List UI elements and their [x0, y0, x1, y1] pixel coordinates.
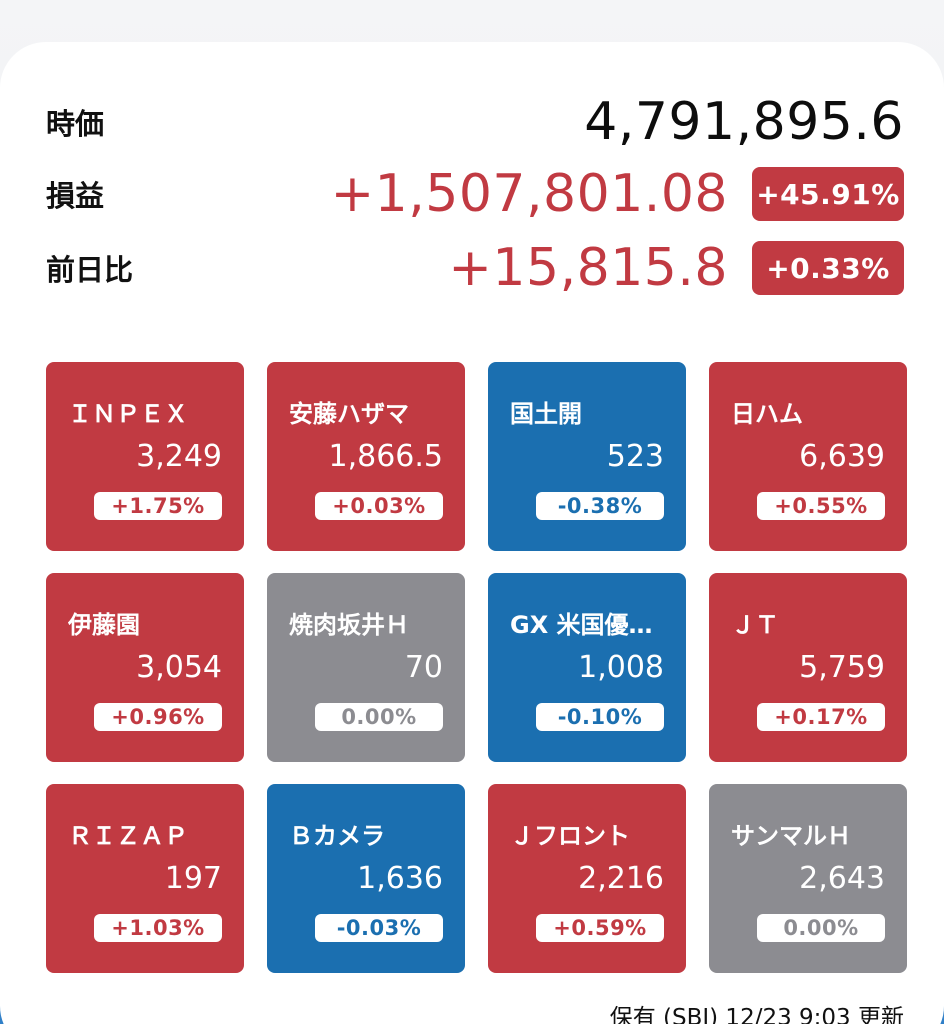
holding-name: ＪＴ: [731, 611, 779, 639]
day-change-value: +15,815.8: [448, 238, 728, 298]
holding-name: 焼肉坂井Ｈ: [289, 611, 409, 639]
holding-price: 3,054: [136, 650, 222, 685]
profit-loss-label: 損益: [46, 179, 105, 213]
holding-price: 197: [164, 861, 222, 896]
holding-name: 日ハム: [731, 400, 803, 428]
holding-price: 6,639: [799, 439, 885, 474]
holding-name: 安藤ハザマ: [289, 400, 409, 428]
holding-price: 1,008: [578, 650, 664, 685]
holding-change-badge: 0.00%: [757, 914, 885, 942]
market-value-row: 時価 4,791,895.6: [46, 92, 904, 152]
holding-name: GX 米国優…: [510, 611, 653, 639]
holding-name: 伊藤園: [68, 611, 140, 639]
holding-change-badge: -0.38%: [536, 492, 664, 520]
holding-name: ＩＮＰＥＸ: [68, 400, 188, 428]
holding-price: 2,643: [799, 861, 885, 896]
holding-change-badge: 0.00%: [315, 703, 443, 731]
holding-tile[interactable]: サンマルＨ 2,643 0.00%: [709, 784, 907, 973]
holding-tile[interactable]: GX 米国優… 1,008 -0.10%: [488, 573, 686, 762]
day-change-row: 前日比 +15,815.8 +0.33%: [46, 238, 904, 298]
market-value-label: 時価: [46, 107, 105, 141]
holding-tile[interactable]: 日ハム 6,639 +0.55%: [709, 362, 907, 551]
profit-loss-row: 損益 +1,507,801.08 +45.91%: [46, 164, 904, 224]
holding-change-badge: +0.17%: [757, 703, 885, 731]
holding-change-badge: +0.03%: [315, 492, 443, 520]
holding-price: 523: [606, 439, 664, 474]
holding-name: ＲＩＺＡＰ: [68, 822, 188, 850]
holding-tile[interactable]: 国土開 523 -0.38%: [488, 362, 686, 551]
day-change-percent-badge: +0.33%: [752, 241, 904, 295]
holding-tile[interactable]: 安藤ハザマ 1,866.5 +0.03%: [267, 362, 465, 551]
holding-name: Ｂカメラ: [289, 822, 385, 850]
holding-tile[interactable]: Ｂカメラ 1,636 -0.03%: [267, 784, 465, 973]
holding-price: 5,759: [799, 650, 885, 685]
holding-tile[interactable]: 伊藤園 3,054 +0.96%: [46, 573, 244, 762]
holding-change-badge: -0.03%: [315, 914, 443, 942]
holding-name: 国土開: [510, 400, 582, 428]
holding-price: 1,636: [357, 861, 443, 896]
holding-price: 3,249: [136, 439, 222, 474]
holding-name: Ｊフロント: [510, 822, 630, 850]
holding-tile[interactable]: Ｊフロント 2,216 +0.59%: [488, 784, 686, 973]
market-value: 4,791,895.6: [584, 92, 904, 152]
holding-change-badge: +0.59%: [536, 914, 664, 942]
holding-price: 2,216: [578, 861, 664, 896]
portfolio-widget: 時価 4,791,895.6 損益 +1,507,801.08 +45.91% …: [0, 42, 944, 1024]
day-change-label: 前日比: [46, 253, 134, 287]
profit-loss-percent-badge: +45.91%: [752, 167, 904, 221]
last-updated-text: 保有 (SBI) 12/23 9:03 更新: [609, 1005, 904, 1024]
holding-name: サンマルＨ: [731, 822, 851, 850]
holding-change-badge: +1.03%: [94, 914, 222, 942]
holding-change-badge: -0.10%: [536, 703, 664, 731]
holding-change-badge: +1.75%: [94, 492, 222, 520]
holding-tile[interactable]: 焼肉坂井Ｈ 70 0.00%: [267, 573, 465, 762]
holding-change-badge: +0.55%: [757, 492, 885, 520]
holding-tile[interactable]: ＲＩＺＡＰ 197 +1.03%: [46, 784, 244, 973]
holding-price: 1,866.5: [328, 439, 443, 474]
holding-change-badge: +0.96%: [94, 703, 222, 731]
holding-price: 70: [404, 650, 443, 685]
holdings-grid: ＩＮＰＥＸ 3,249 +1.75% 安藤ハザマ 1,866.5 +0.03% …: [46, 362, 907, 973]
profit-loss-value: +1,507,801.08: [330, 164, 728, 224]
holding-tile[interactable]: ＪＴ 5,759 +0.17%: [709, 573, 907, 762]
holding-tile[interactable]: ＩＮＰＥＸ 3,249 +1.75%: [46, 362, 244, 551]
